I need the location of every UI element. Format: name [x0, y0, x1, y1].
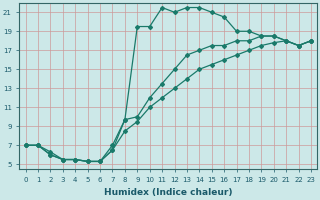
X-axis label: Humidex (Indice chaleur): Humidex (Indice chaleur) — [104, 188, 233, 197]
